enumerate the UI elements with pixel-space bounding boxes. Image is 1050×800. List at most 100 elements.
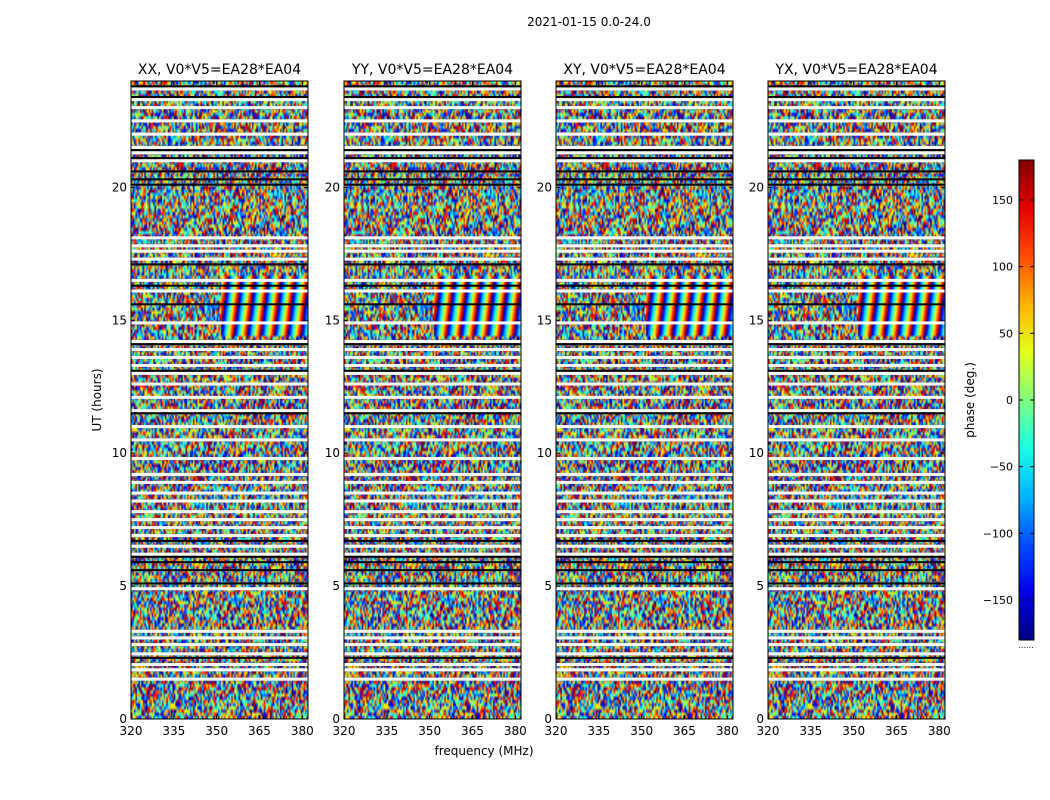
colorbar-tick-label: −100: [983, 527, 1013, 540]
x-tick-label: 320: [333, 724, 356, 738]
flagged-row: [131, 249, 308, 253]
flagged-row: [768, 236, 945, 240]
dark-row: [131, 85, 308, 88]
flagged-row: [131, 321, 308, 325]
x-tick-label: 320: [120, 724, 143, 738]
flagged-row: [556, 244, 733, 248]
flagged-row: [556, 87, 733, 91]
dark-row: [768, 95, 945, 98]
flagged-row: [556, 278, 733, 282]
flagged-row: [131, 629, 308, 633]
panel-frame: [343, 80, 522, 720]
flagged-row: [344, 629, 521, 633]
y-tick-label: 10: [325, 446, 340, 460]
x-axis-label: frequency (MHz): [434, 744, 533, 758]
flagged-row: [344, 278, 521, 282]
colorbar: −150 −100 −50 0 50 100 150: [983, 159, 1035, 641]
flagged-row: [131, 668, 308, 672]
dark-row: [344, 582, 521, 585]
dark-row: [131, 303, 308, 306]
dark-row: [556, 582, 733, 585]
dark-row: [768, 582, 945, 585]
flagged-row: [556, 340, 733, 344]
flagged-row: [131, 132, 308, 136]
flagged-row: [556, 132, 733, 136]
dark-row: [344, 157, 521, 160]
panels-group: XX, V0*V5=EA28*EA04 320 335 350 365 380 0 5 10 15…: [112, 62, 951, 738]
flagged-row: [131, 257, 308, 261]
panel-title: YX, V0*V5=EA28*EA04: [774, 62, 937, 78]
dark-row: [131, 170, 308, 173]
y-tick-label: 15: [537, 313, 552, 327]
flagged-row: [344, 98, 521, 102]
dark-row: [556, 178, 733, 181]
flagged-row: [556, 526, 733, 530]
dark-row: [768, 178, 945, 181]
flagged-row: [556, 363, 733, 367]
flagged-row: [344, 236, 521, 240]
colorbar-tick-label: 0: [1006, 394, 1013, 407]
flagged-row: [768, 347, 945, 351]
dark-row: [768, 369, 945, 372]
phase-heatmap-yy: [344, 81, 521, 719]
flagged-row: [768, 526, 945, 530]
flagged-row: [344, 355, 521, 359]
colorbar-label: phase (deg.): [963, 362, 977, 438]
flagged-row: [131, 534, 308, 538]
dark-row: [344, 569, 521, 572]
flagged-row: [344, 132, 521, 136]
flagged-row: [131, 244, 308, 248]
flagged-row: [131, 510, 308, 514]
dark-row: [556, 412, 733, 415]
flagged-row: [768, 587, 945, 591]
flagged-row: [556, 236, 733, 240]
dark-row: [131, 369, 308, 372]
dark-row: [768, 149, 945, 152]
flagged-row: [344, 552, 521, 556]
flagged-row: [768, 510, 945, 514]
dark-row: [768, 539, 945, 542]
dark-row: [344, 85, 521, 88]
flagged-row: [344, 491, 521, 495]
flagged-row: [768, 472, 945, 476]
flagged-row: [556, 257, 733, 261]
flagged-row: [556, 663, 733, 667]
y-tick-label: 5: [119, 579, 127, 593]
y-tick-label: 15: [325, 313, 340, 327]
x-tick-label: 365: [248, 724, 271, 738]
flagged-row: [556, 119, 733, 123]
dark-row: [556, 369, 733, 372]
flagged-row: [768, 119, 945, 123]
dark-row: [131, 149, 308, 152]
colorbar-extension-dots: ......: [1018, 641, 1033, 650]
flagged-row: [344, 668, 521, 672]
flagged-row: [344, 409, 521, 413]
flagged-row: [344, 347, 521, 351]
x-tick-label: 380: [504, 724, 527, 738]
flagged-row: [768, 278, 945, 282]
dark-row: [131, 412, 308, 415]
panel-title: YY, V0*V5=EA28*EA04: [351, 62, 513, 78]
flagged-row: [131, 395, 308, 399]
flagged-row: [768, 643, 945, 647]
y-tick-label: 10: [749, 446, 764, 460]
flagged-row: [556, 652, 733, 656]
flagged-row: [131, 98, 308, 102]
panel-title: XX, V0*V5=EA28*EA04: [138, 62, 301, 78]
flagged-row: [768, 98, 945, 102]
panel-xx: XX, V0*V5=EA28*EA04 320 335 350 365 380 0 5 10 15…: [112, 62, 314, 738]
dark-row: [556, 85, 733, 88]
flagged-row: [131, 677, 308, 681]
dark-row: [556, 656, 733, 659]
flagged-row: [556, 629, 733, 633]
flagged-row: [556, 499, 733, 503]
panel-yy: YY, V0*V5=EA28*EA04 320 335 350 365 380 0 5 10 15…: [325, 62, 527, 738]
dark-row: [556, 539, 733, 542]
flagged-row: [344, 145, 521, 149]
dark-row: [768, 303, 945, 306]
y-tick-label: 5: [544, 579, 552, 593]
flagged-row: [131, 552, 308, 556]
dark-row: [344, 343, 521, 346]
flagged-row: [344, 289, 521, 293]
flagged-row: [556, 382, 733, 386]
